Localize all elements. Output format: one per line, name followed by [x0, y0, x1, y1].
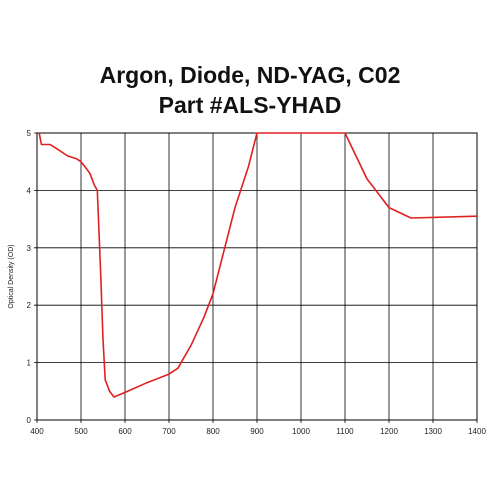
y-tick-label: 5 — [27, 129, 32, 138]
x-tick-label: 700 — [162, 427, 176, 436]
x-tick-label: 800 — [206, 427, 220, 436]
series-line — [38, 132, 478, 398]
x-tick-label: 900 — [250, 427, 264, 436]
x-tick-label: 400 — [30, 427, 44, 436]
x-tick-label: 1300 — [424, 427, 442, 436]
y-tick-label: 3 — [27, 244, 32, 253]
x-tick-label: 600 — [118, 427, 132, 436]
chart-title: Argon, Diode, ND-YAG, C02 — [99, 62, 401, 88]
y-tick-label: 1 — [27, 359, 32, 368]
chart-subtitle: Part #ALS-YHAD — [158, 92, 342, 118]
y-axis-label: Optical Density (OD) — [8, 244, 15, 308]
x-tick-label: 1400 — [468, 427, 486, 436]
y-tick-label: 4 — [27, 186, 32, 195]
y-tick-label: 0 — [27, 416, 32, 425]
x-tick-label: 1000 — [292, 427, 310, 436]
tick-labels: 400 500 600 700 800 900 1000 1100 1200 1300 1400 0 1… — [27, 129, 487, 436]
x-tick-label: 500 — [74, 427, 88, 436]
x-tick-label: 1200 — [380, 427, 398, 436]
y-tick-label: 2 — [27, 301, 32, 310]
x-tick-label: 1100 — [336, 427, 354, 436]
